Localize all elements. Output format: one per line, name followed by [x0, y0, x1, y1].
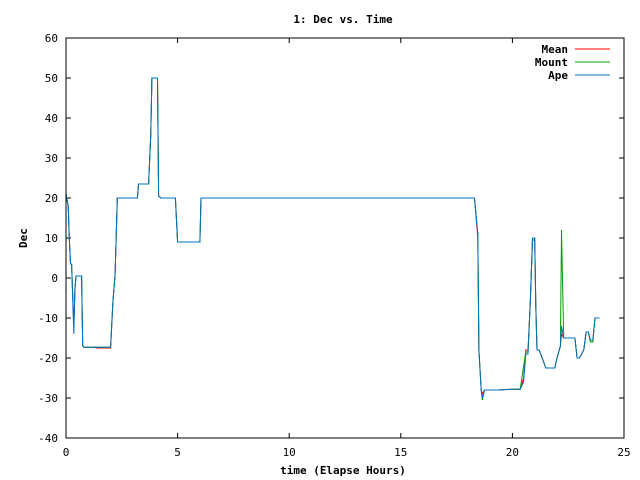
y-tick-label: -10: [38, 312, 58, 325]
plot-frame: [65, 37, 625, 439]
series-layer: [65, 77, 600, 401]
series-line-mount: [65, 77, 600, 401]
x-tick-label: 0: [63, 446, 70, 459]
y-axis-label: Dec: [17, 228, 30, 248]
y-tick-label: -30: [38, 392, 58, 405]
x-tick-label: 20: [506, 446, 519, 459]
x-tick-label: 25: [617, 446, 630, 459]
series-line-ape: [65, 77, 600, 399]
y-tick-label: 40: [45, 112, 58, 125]
legend-label-mount: Mount: [535, 56, 568, 69]
chart-title: 1: Dec vs. Time: [293, 13, 393, 26]
y-tick-label: 30: [45, 152, 58, 165]
y-tick-label: -20: [38, 352, 58, 365]
x-tick-label: 10: [283, 446, 296, 459]
y-tick-label: 0: [51, 272, 58, 285]
y-tick-label: 60: [45, 32, 58, 45]
axis-ticks: 0 5 10 15 20 25 -40 -30 -20 -10 0 10 20 30 40 50 60: [38, 32, 631, 459]
legend-label-ape: Ape: [548, 69, 568, 82]
x-tick-label: 15: [394, 446, 407, 459]
legend-label-mean: Mean: [542, 43, 569, 56]
y-tick-label: 20: [45, 192, 58, 205]
y-tick-label: 50: [45, 72, 58, 85]
x-axis-label: time (Elapse Hours): [280, 464, 406, 477]
series-line-mean: [65, 77, 600, 396]
x-tick-label: 5: [174, 446, 181, 459]
y-tick-label: -40: [38, 432, 58, 445]
y-tick-label: 10: [45, 232, 58, 245]
